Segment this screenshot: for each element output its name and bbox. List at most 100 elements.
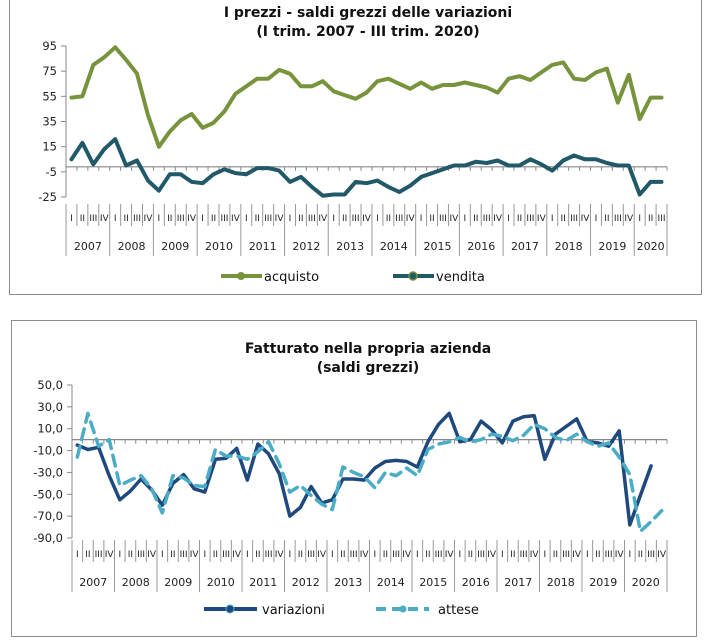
- year-label: 2019: [589, 576, 617, 589]
- quarter-label: II: [128, 550, 133, 560]
- quarter-label: IV: [537, 214, 547, 224]
- quarter-label: III: [133, 214, 141, 224]
- quarter-label: III: [180, 550, 188, 560]
- quarter-label: III: [570, 214, 578, 224]
- chart1-subtitle: (I trim. 2007 - III trim. 2020): [256, 24, 479, 40]
- quarter-label: IV: [100, 214, 110, 224]
- year-label: 2016: [467, 240, 495, 253]
- quarter-label: II: [85, 550, 90, 560]
- quarter-label: I: [201, 214, 204, 224]
- y-tick-label: 10,0: [37, 422, 63, 436]
- quarter-label: IV: [487, 550, 497, 560]
- quarter-label: II: [386, 214, 391, 224]
- y-tick-label: 35: [42, 115, 57, 129]
- quarter-label: IV: [493, 214, 503, 224]
- quarter-label: IV: [231, 214, 241, 224]
- chart2-plot: 50,030,010,0-10,0-30,0-50,0-70,0-90,0I II…: [33, 378, 668, 592]
- year-label: 2017: [504, 576, 532, 589]
- quarter-label: III: [89, 214, 97, 224]
- year-label: 2011: [249, 576, 277, 589]
- y-tick-label: 50,0: [37, 378, 63, 392]
- y-tick-label: -30,0: [33, 465, 63, 479]
- quarter-label: II: [648, 214, 653, 224]
- quarter-label: IV: [406, 214, 416, 224]
- quarter-label: IV: [572, 550, 582, 560]
- quarter-label: II: [595, 550, 600, 560]
- chart2-title: Fatturato nella propria azienda: [245, 341, 491, 357]
- y-tick-label: -70,0: [33, 509, 63, 523]
- quarter-label: I: [158, 214, 161, 224]
- quarter-label: IV: [275, 550, 285, 560]
- quarter-label: I: [595, 214, 598, 224]
- quarter-label: IV: [445, 550, 455, 560]
- quarter-label: IV: [657, 550, 667, 560]
- quarter-label: I: [161, 550, 164, 560]
- year-label: 2019: [598, 240, 626, 253]
- y-tick-label: -50,0: [33, 487, 63, 501]
- quarter-label: III: [392, 550, 400, 560]
- year-label: 2007: [74, 240, 102, 253]
- quarter-label: III: [264, 214, 272, 224]
- quarter-label: I: [507, 214, 510, 224]
- series-line-vendita: [69, 137, 664, 198]
- quarter-label: IV: [402, 550, 412, 560]
- quarter-label: III: [350, 550, 358, 560]
- quarter-label: III: [647, 550, 655, 560]
- quarter-label: III: [177, 214, 185, 224]
- year-label: 2015: [419, 576, 447, 589]
- quarter-label: II: [468, 550, 473, 560]
- quarter-label: IV: [360, 550, 370, 560]
- quarter-label: IV: [530, 550, 540, 560]
- quarter-label: IV: [275, 214, 285, 224]
- quarter-label: IV: [318, 214, 328, 224]
- quarter-label: III: [483, 214, 491, 224]
- series-line-variazioni: [75, 411, 653, 527]
- year-label: 2014: [377, 576, 405, 589]
- quarter-label: I: [70, 214, 73, 224]
- quarter-label: IV: [615, 550, 625, 560]
- quarter-label: I: [288, 550, 291, 560]
- chart1-title: I prezzi - saldi grezzi delle variazioni: [224, 5, 512, 21]
- quarter-label: I: [373, 550, 376, 560]
- quarter-label: III: [435, 550, 443, 560]
- year-label: 2008: [118, 240, 146, 253]
- quarter-label: IV: [624, 214, 634, 224]
- year-label: 2020: [637, 240, 665, 253]
- y-tick-label: -90,0: [33, 531, 63, 545]
- quarter-label: II: [298, 214, 303, 224]
- quarter-label: I: [628, 550, 631, 560]
- quarter-label: IV: [144, 214, 154, 224]
- quarter-label: I: [420, 214, 423, 224]
- legend-attese-label: attese: [438, 603, 479, 618]
- chart1-legend: acquisto vendita: [221, 270, 485, 285]
- quarter-label: II: [123, 214, 128, 224]
- quarter-label: II: [340, 550, 345, 560]
- y-tick-label: 75: [42, 64, 57, 78]
- quarter-label: III: [520, 550, 528, 560]
- year-label: 2018: [555, 240, 583, 253]
- series-line-acquisto: [69, 45, 664, 149]
- year-label: 2007: [79, 576, 107, 589]
- quarter-label: III: [477, 550, 485, 560]
- quarter-label: I: [464, 214, 467, 224]
- quarter-label: II: [213, 550, 218, 560]
- quarter-label: I: [331, 550, 334, 560]
- quarter-label: I: [501, 550, 504, 560]
- quarter-label: II: [517, 214, 522, 224]
- legend-acquisto-marker: [237, 272, 245, 280]
- quarter-label: I: [551, 214, 554, 224]
- year-label: 2008: [122, 576, 150, 589]
- quarter-label: III: [220, 214, 228, 224]
- legend-attese-marker: [399, 605, 407, 613]
- quarter-label: II: [425, 550, 430, 560]
- quarter-label: III: [95, 550, 103, 560]
- quarter-label: II: [553, 550, 558, 560]
- quarter-label: I: [246, 550, 249, 560]
- year-label: 2014: [380, 240, 408, 253]
- legend-vendita-marker: [408, 271, 418, 281]
- quarter-label: I: [245, 214, 248, 224]
- y-tick-label: 95: [42, 39, 57, 53]
- quarter-label: II: [429, 214, 434, 224]
